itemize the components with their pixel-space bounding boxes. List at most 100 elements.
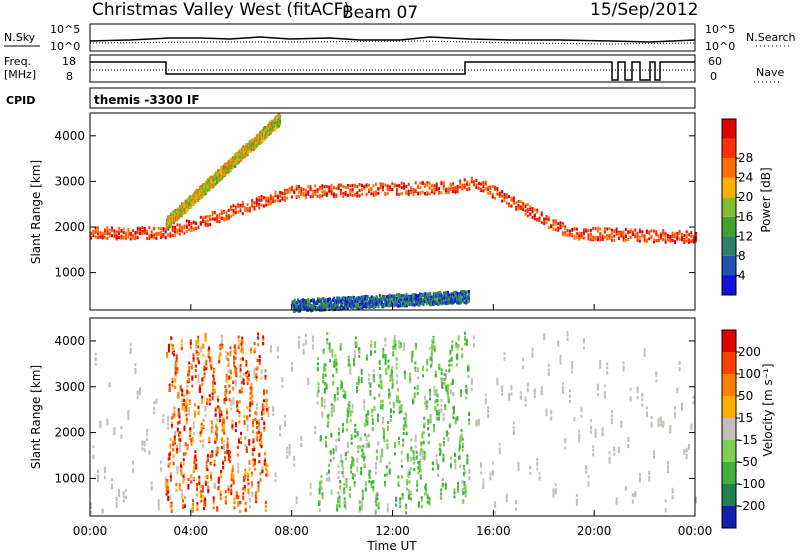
data-cell [212,182,215,186]
data-cell [608,236,611,240]
data-cell [216,508,219,512]
data-cell [240,431,242,435]
data-cell [674,232,676,236]
data-cell [208,394,211,398]
data-cell [464,297,466,300]
data-cell [382,420,384,424]
data-cell [167,498,170,501]
data-cell [303,307,306,311]
data-cell [585,229,588,233]
data-cell [568,389,571,393]
data-cell [111,478,113,482]
data-cell [467,295,470,298]
data-cell [220,216,223,220]
data-cell [332,298,335,302]
data-cell [111,226,113,230]
data-cell [336,306,338,309]
data-cell [106,229,109,233]
data-cell [241,357,244,361]
data-cell [192,509,195,513]
data-cell [210,430,213,434]
data-cell [496,382,499,386]
data-cell [122,495,125,499]
data-cell [143,440,146,444]
data-cell [645,414,648,418]
data-cell [568,400,571,404]
data-cell [225,215,228,219]
data-cell [269,349,272,353]
data-cell [648,237,651,241]
data-cell [204,183,207,187]
data-cell [363,185,366,189]
data-cell [187,373,190,376]
data-cell [181,393,184,397]
data-cell [269,346,272,350]
data-cell [267,199,270,203]
data-cell [449,182,452,186]
data-cell [191,377,194,381]
data-cell [505,494,508,498]
data-cell [531,207,534,210]
data-cell [358,305,361,309]
data-cell [353,302,356,305]
data-cell [681,408,683,411]
data-cell [477,418,480,422]
data-cell [624,233,627,237]
data-cell [251,491,254,495]
data-cell [613,448,616,452]
data-cell [188,369,191,373]
data-cell [685,447,688,451]
data-cell [132,234,134,238]
data-cell [615,227,618,231]
data-cell [638,235,641,239]
data-cell [342,467,345,471]
data-cell [97,474,99,478]
data-cell [293,302,295,306]
data-cell [199,222,202,226]
data-cell [309,185,312,189]
data-cell [209,214,212,218]
data-cell [204,503,207,507]
data-cell [437,296,440,300]
data-cell [185,397,188,401]
data-cell [195,226,198,230]
data-cell [573,417,576,421]
data-cell [174,432,177,436]
data-cell [543,217,546,221]
data-cell [365,192,368,196]
data-cell [189,342,192,346]
data-cell [498,442,501,446]
data-cell [410,302,413,306]
data-cell [171,351,174,355]
data-cell [217,476,220,480]
data-cell [200,429,203,433]
data-cell [227,452,230,456]
data-cell [190,229,193,233]
data-cell [214,438,217,441]
data-cell [228,390,231,394]
data-cell [150,233,153,237]
data-cell [224,456,226,460]
data-cell [235,371,238,375]
data-cell [629,230,632,234]
data-cell [204,480,207,484]
data-cell [335,187,338,190]
data-cell [653,455,655,459]
data-cell [489,187,492,191]
data-cell [234,211,237,215]
data-cell [220,338,223,342]
data-cell [227,458,230,461]
data-cell [181,213,183,217]
data-cell [234,348,237,352]
data-cell [575,502,578,506]
data-cell [174,209,177,213]
data-cell [365,435,368,439]
data-cell [216,506,219,510]
data-cell [235,495,238,499]
y-tick-label: 3000 [54,174,85,188]
data-cell [468,292,471,296]
data-cell [398,346,401,349]
data-cell [207,355,210,359]
data-cell [169,446,172,450]
data-cell [293,190,296,194]
